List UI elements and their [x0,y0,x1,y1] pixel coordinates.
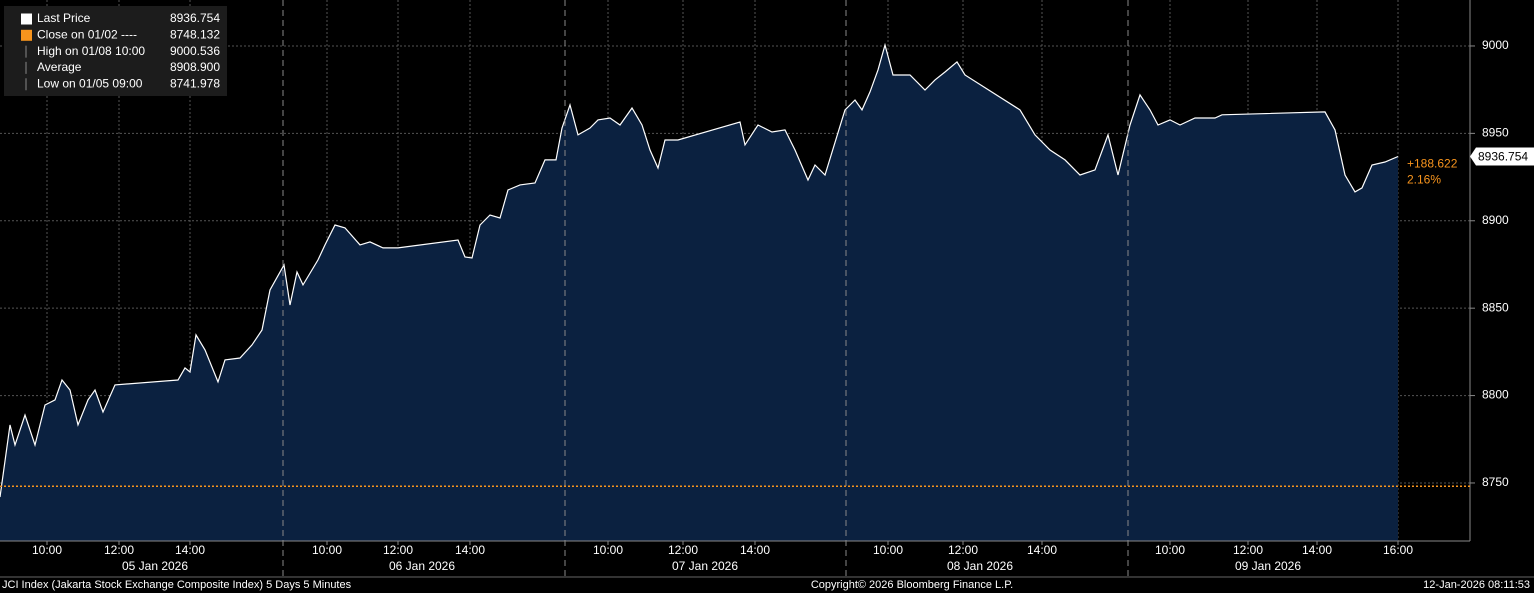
x-tick-label: 12:00 [948,543,978,557]
change-pct-label: 2.16% [1407,173,1441,187]
legend-bg [4,6,227,96]
legend-label: Average [37,60,82,74]
y-tick-label: 9000 [1482,38,1509,52]
x-tick-label: 14:00 [175,543,205,557]
y-tick-label: 8950 [1482,126,1509,140]
y-tick-label: 8800 [1482,388,1509,402]
footer-right: 12-Jan-2026 08:11:53 [1423,579,1530,591]
legend-value: 9000.536 [170,44,220,58]
legend-swatch [21,29,32,41]
legend-label: Close on 01/02 ---- [37,27,137,41]
plot-area [0,0,1470,541]
x-date-label: 07 Jan 2026 [672,559,738,573]
legend-label: Last Price [37,11,91,25]
x-tick-label: 12:00 [668,543,698,557]
y-tick-label: 8750 [1482,475,1509,489]
y-tick-label: 8900 [1482,213,1509,227]
x-date-label: 08 Jan 2026 [947,559,1013,573]
legend-label: High on 01/08 10:00 [37,44,145,58]
legend-value: 8741.978 [170,76,220,90]
x-date-label: 09 Jan 2026 [1235,559,1301,573]
x-tick-label: 14:00 [455,543,485,557]
x-date-label: 06 Jan 2026 [389,559,455,573]
x-tick-label: 10:00 [312,543,342,557]
x-tick-label: 10:00 [1155,543,1185,557]
footer-center: Copyright© 2026 Bloomberg Finance L.P. [811,579,1013,591]
legend-label: Low on 01/05 09:00 [37,76,143,90]
last-price-tag [1470,147,1534,166]
x-tick-label: 12:00 [383,543,413,557]
legend-swatch [21,13,32,25]
x-tick-label: 14:00 [1302,543,1332,557]
line [0,42,1399,498]
x-tick-label: 10:00 [873,543,903,557]
legend-value: 8748.132 [170,27,220,41]
x-tick-label: 14:00 [1027,543,1057,557]
last-price-label: 8936.754 [1478,150,1528,164]
legend-value: 8908.900 [170,60,220,74]
x-tick-label: 12:00 [104,543,134,557]
change-label: +188.622 [1407,157,1458,171]
x-tick-label: 10:00 [32,543,62,557]
legend: Last Price 8936.754 Close on 01/02 ---- 874… [4,6,227,96]
x-date-label: 05 Jan 2026 [122,559,188,573]
legend-value: 8936.754 [170,11,220,25]
area [0,45,1398,541]
x-tick-label: 12:00 [1233,543,1263,557]
y-tick-label: 8850 [1482,300,1509,314]
x-tick-label: 16:00 [1383,543,1413,557]
x-tick-label: 10:00 [593,543,623,557]
footer-left: JCI Index (Jakarta Stock Exchange Compos… [2,579,352,591]
x-tick-label: 14:00 [740,543,770,557]
